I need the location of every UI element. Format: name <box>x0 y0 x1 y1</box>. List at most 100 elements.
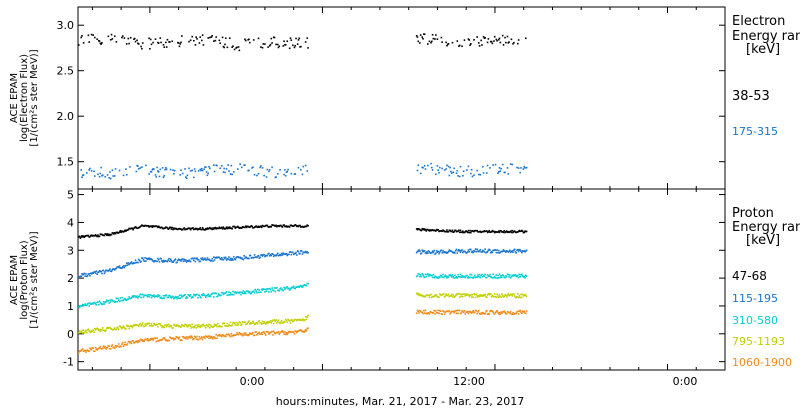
data-point <box>175 296 178 298</box>
data-point <box>225 291 228 293</box>
data-point <box>85 273 87 275</box>
data-point <box>89 167 91 170</box>
data-point <box>138 340 141 343</box>
data-point <box>257 291 260 294</box>
data-point <box>298 286 301 288</box>
data-point <box>450 274 452 277</box>
data-point <box>145 257 148 260</box>
data-point <box>113 327 116 329</box>
data-point <box>188 336 190 339</box>
svg-text:[1/(cm²s ster MeV)]: [1/(cm²s ster MeV)] <box>29 49 40 146</box>
data-point <box>282 322 285 324</box>
data-point <box>438 296 440 299</box>
y-tick-label: 0 <box>67 328 74 341</box>
data-point <box>109 177 112 180</box>
data-point <box>296 319 298 322</box>
data-point <box>84 330 86 333</box>
data-point <box>194 324 197 327</box>
data-point <box>185 336 188 338</box>
data-point <box>431 40 433 43</box>
data-point <box>417 310 420 312</box>
data-point <box>124 229 126 232</box>
data-point <box>211 336 213 339</box>
data-point <box>210 36 213 38</box>
data-point <box>304 319 306 321</box>
data-point <box>130 325 133 327</box>
data-point <box>485 309 488 312</box>
data-point <box>470 276 472 279</box>
data-point <box>97 328 99 330</box>
data-point <box>420 275 423 278</box>
data-point <box>288 47 291 50</box>
data-point <box>481 295 484 297</box>
data-point <box>278 333 281 336</box>
data-point <box>457 175 459 177</box>
data-point <box>157 257 159 260</box>
data-point <box>265 176 268 178</box>
data-point <box>208 337 210 340</box>
data-point <box>474 293 476 296</box>
data-point <box>169 260 171 263</box>
data-point <box>446 229 448 231</box>
data-point <box>153 260 155 263</box>
data-point <box>222 45 225 48</box>
data-point <box>238 331 241 334</box>
data-point <box>479 276 482 279</box>
data-point <box>184 260 186 262</box>
data-point <box>284 44 287 46</box>
data-point <box>454 274 456 277</box>
data-point <box>137 168 140 170</box>
data-point <box>477 310 479 313</box>
data-point <box>483 251 486 253</box>
data-point <box>446 164 448 167</box>
data-point <box>462 174 464 177</box>
data-point <box>481 312 483 315</box>
data-point <box>441 276 443 279</box>
electron-legend-unit: [keV] <box>746 42 780 57</box>
data-point <box>297 39 300 41</box>
data-point <box>302 318 305 321</box>
data-point <box>422 37 424 40</box>
data-point <box>203 258 206 260</box>
data-point <box>285 225 288 227</box>
data-point <box>162 259 165 262</box>
data-point <box>232 259 234 261</box>
data-point <box>88 169 90 171</box>
data-point <box>130 342 133 345</box>
data-point <box>227 226 229 229</box>
data-point <box>235 333 237 336</box>
data-point <box>165 168 168 171</box>
data-point <box>160 258 162 260</box>
proton-legend-title: Proton <box>732 206 774 221</box>
data-point <box>261 320 264 323</box>
data-point <box>511 250 514 252</box>
data-point <box>173 227 175 229</box>
data-point <box>100 43 102 45</box>
data-point <box>136 340 138 342</box>
data-point <box>234 227 237 229</box>
x-tick-label-2: 0:00 <box>673 375 698 388</box>
data-point <box>498 294 501 296</box>
data-point <box>282 252 285 254</box>
data-point <box>170 228 173 230</box>
data-point <box>493 35 496 38</box>
data-point <box>125 262 128 265</box>
data-point <box>468 231 471 234</box>
data-point <box>430 41 432 44</box>
data-point <box>270 254 273 257</box>
data-point <box>466 294 468 297</box>
data-point <box>141 166 143 168</box>
data-point <box>193 176 195 179</box>
data-point <box>434 34 437 36</box>
data-point <box>267 288 269 290</box>
data-point <box>304 330 306 333</box>
data-point <box>418 273 420 275</box>
data-point <box>484 248 486 251</box>
data-point <box>207 335 209 337</box>
data-point <box>85 351 87 353</box>
data-point <box>153 168 155 171</box>
data-point <box>280 319 283 322</box>
data-point <box>203 336 206 338</box>
data-point <box>220 258 222 261</box>
data-point <box>121 265 124 268</box>
